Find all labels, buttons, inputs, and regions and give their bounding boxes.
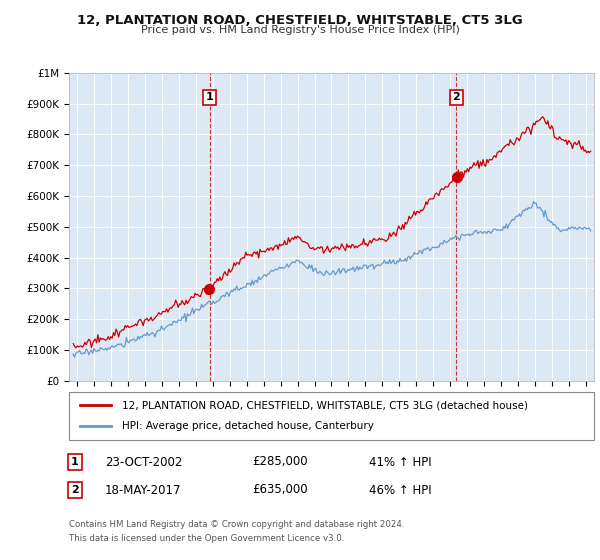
Text: HPI: Average price, detached house, Canterbury: HPI: Average price, detached house, Cant… — [121, 421, 373, 431]
Text: 46% ↑ HPI: 46% ↑ HPI — [369, 483, 431, 497]
FancyBboxPatch shape — [69, 392, 594, 440]
Text: This data is licensed under the Open Government Licence v3.0.: This data is licensed under the Open Gov… — [69, 534, 344, 543]
Text: 12, PLANTATION ROAD, CHESTFIELD, WHITSTABLE, CT5 3LG (detached house): 12, PLANTATION ROAD, CHESTFIELD, WHITSTA… — [121, 400, 527, 410]
Text: 12, PLANTATION ROAD, CHESTFIELD, WHITSTABLE, CT5 3LG: 12, PLANTATION ROAD, CHESTFIELD, WHITSTA… — [77, 14, 523, 27]
Text: 2: 2 — [71, 485, 79, 495]
Text: 23-OCT-2002: 23-OCT-2002 — [105, 455, 182, 469]
Text: £285,000: £285,000 — [252, 455, 308, 469]
Text: 1: 1 — [206, 92, 214, 102]
Text: Contains HM Land Registry data © Crown copyright and database right 2024.: Contains HM Land Registry data © Crown c… — [69, 520, 404, 529]
Text: 1: 1 — [71, 457, 79, 467]
Text: £635,000: £635,000 — [252, 483, 308, 497]
Text: 2: 2 — [452, 92, 460, 102]
Text: Price paid vs. HM Land Registry's House Price Index (HPI): Price paid vs. HM Land Registry's House … — [140, 25, 460, 35]
Text: 41% ↑ HPI: 41% ↑ HPI — [369, 455, 431, 469]
Text: 18-MAY-2017: 18-MAY-2017 — [105, 483, 182, 497]
